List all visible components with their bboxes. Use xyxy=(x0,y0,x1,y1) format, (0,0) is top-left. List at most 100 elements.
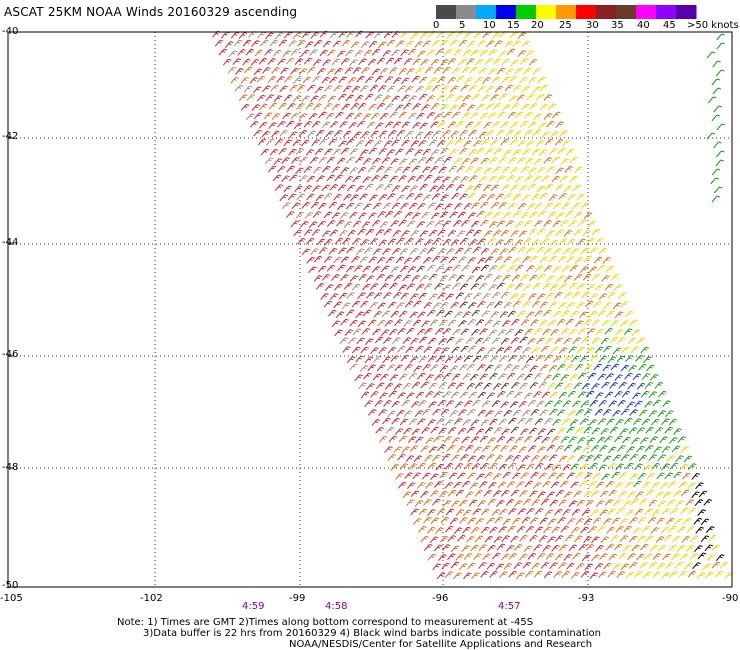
wind-barb xyxy=(479,328,488,336)
wind-barb xyxy=(333,283,343,291)
wind-barb xyxy=(296,84,306,92)
wind-barb xyxy=(560,436,570,444)
wind-barb xyxy=(494,256,504,263)
wind-barb xyxy=(517,310,526,318)
wind-barb xyxy=(417,481,426,489)
wind-barb xyxy=(493,275,502,283)
wind-barb xyxy=(492,58,502,66)
wind-barb xyxy=(376,273,385,281)
wind-barb xyxy=(329,293,339,301)
wind-barb xyxy=(486,453,495,461)
wind-barb xyxy=(490,311,499,318)
wind-barb xyxy=(543,265,553,272)
wind-barb xyxy=(525,356,535,364)
wind-barb xyxy=(506,481,516,489)
wind-barb xyxy=(462,419,471,426)
wind-barb xyxy=(336,219,345,227)
wind-barb xyxy=(459,283,469,291)
wind-barb xyxy=(323,300,333,308)
wind-barb xyxy=(576,193,586,201)
wind-barb xyxy=(238,32,248,39)
wind-barb xyxy=(509,401,519,409)
wind-barb xyxy=(415,283,425,291)
wind-barb xyxy=(383,228,393,236)
wind-barb xyxy=(580,526,589,534)
wind-barb xyxy=(390,266,400,274)
wind-barb xyxy=(577,454,586,462)
legend-label: 40 xyxy=(637,20,650,31)
wind-barb xyxy=(373,202,382,210)
wind-barb xyxy=(467,562,476,570)
wind-barb xyxy=(691,472,700,480)
wind-barb xyxy=(345,49,354,57)
wind-barb xyxy=(667,481,677,488)
wind-barb xyxy=(330,121,339,129)
wind-barb xyxy=(484,211,494,219)
wind-barb xyxy=(389,328,398,336)
wind-barb xyxy=(396,129,406,137)
wind-barb xyxy=(550,329,559,336)
wind-barb xyxy=(476,103,485,111)
wind-barb xyxy=(269,39,279,47)
wind-barb xyxy=(579,266,589,273)
wind-barb xyxy=(624,372,633,380)
wind-barb xyxy=(499,248,509,256)
wind-barb xyxy=(589,354,599,362)
wind-barb xyxy=(665,562,674,569)
wind-barb xyxy=(489,157,498,164)
wind-barb xyxy=(424,327,433,335)
wind-barb xyxy=(579,418,589,426)
wind-barb xyxy=(519,490,528,497)
wind-barb xyxy=(397,392,406,400)
wind-barb xyxy=(678,481,688,489)
wind-barb xyxy=(447,319,457,327)
wind-barb xyxy=(324,238,333,246)
wind-barb xyxy=(651,482,660,489)
wind-barb xyxy=(439,275,449,282)
wind-barb xyxy=(513,345,523,353)
wind-barb xyxy=(445,525,454,533)
wind-barb xyxy=(525,247,535,254)
wind-barb xyxy=(603,302,612,309)
wind-barb xyxy=(269,148,279,156)
wind-barb xyxy=(461,436,471,444)
wind-barb xyxy=(464,77,473,85)
wind-barb xyxy=(228,50,238,58)
wind-barb xyxy=(369,283,379,290)
wind-barb xyxy=(375,122,384,130)
wind-barb xyxy=(574,320,584,328)
wind-barb xyxy=(430,121,439,129)
wind-barb xyxy=(592,472,602,480)
wind-barb xyxy=(478,282,488,290)
wind-barb xyxy=(565,534,574,542)
wind-barb xyxy=(379,392,388,400)
wind-barb xyxy=(451,176,461,183)
wind-barb xyxy=(689,553,699,560)
wind-barb xyxy=(593,454,603,461)
wind-barb xyxy=(460,176,469,183)
wind-barb xyxy=(514,391,523,399)
wind-barb xyxy=(324,85,333,92)
wind-barb xyxy=(260,148,270,156)
wind-barb xyxy=(525,525,535,533)
wind-barb xyxy=(548,255,558,263)
wind-barb xyxy=(473,140,482,147)
wind-barb xyxy=(471,463,481,470)
wind-barb xyxy=(421,472,431,480)
wind-barb xyxy=(495,347,505,354)
wind-barb xyxy=(589,293,599,301)
wind-barb xyxy=(277,58,286,66)
wind-barb xyxy=(569,175,578,183)
wind-barb xyxy=(477,409,487,417)
wind-barb xyxy=(554,138,564,146)
wind-barb xyxy=(387,346,397,354)
wind-barb xyxy=(312,75,321,83)
wind-barb xyxy=(417,202,426,210)
wind-barb xyxy=(508,355,517,362)
wind-barb xyxy=(516,157,526,165)
wind-barb xyxy=(349,275,359,282)
wind-barb xyxy=(494,455,504,462)
wind-barb xyxy=(469,239,478,246)
wind-barb xyxy=(258,57,268,65)
wind-barb xyxy=(429,165,439,173)
